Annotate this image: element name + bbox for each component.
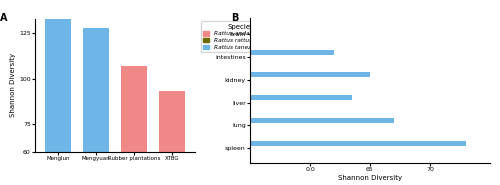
Text: A: A — [0, 13, 8, 23]
Bar — [0, 55, 250, 60]
Bar — [34, 128, 250, 133]
Bar — [0, 37, 250, 42]
Bar — [154, 151, 250, 156]
Bar — [250, 72, 370, 77]
Bar — [0, 105, 250, 110]
Bar — [120, 66, 148, 152]
Bar — [44, 0, 71, 152]
Bar — [159, 92, 186, 152]
X-axis label: Shannon Diversity: Shannon Diversity — [338, 175, 402, 181]
Bar — [250, 50, 334, 55]
Bar — [250, 95, 352, 100]
Bar — [82, 28, 110, 152]
Bar — [0, 123, 250, 128]
Bar — [94, 27, 250, 32]
Legend: Rattus andamanensis, Rattus rattus, Rattus tanezumi: Rattus andamanensis, Rattus rattus, Ratt… — [201, 21, 280, 52]
Y-axis label: Shannon Diversity: Shannon Diversity — [10, 53, 16, 117]
Bar — [250, 141, 466, 146]
Bar — [106, 146, 250, 151]
Bar — [0, 32, 250, 37]
Bar — [0, 100, 250, 105]
Bar — [250, 118, 394, 123]
Bar — [0, 82, 250, 87]
Bar — [0, 60, 250, 65]
Text: B: B — [231, 13, 238, 23]
Bar — [0, 77, 250, 82]
